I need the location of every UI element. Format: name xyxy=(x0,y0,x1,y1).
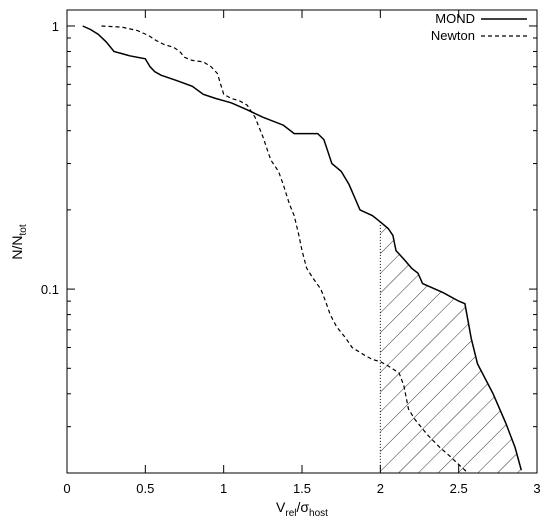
legend-label-mond: MOND xyxy=(435,11,475,26)
y-tick-label: 0.1 xyxy=(41,282,59,297)
legend: MOND Newton xyxy=(431,11,527,43)
series-line-newton xyxy=(101,25,469,473)
y-axis-ticks: 0.11 xyxy=(41,19,537,474)
x-tick-label: 3 xyxy=(533,481,540,496)
x-tick-label: 0.5 xyxy=(136,481,154,496)
y-tick-label: 1 xyxy=(52,19,59,34)
legend-label-newton: Newton xyxy=(431,28,475,43)
x-tick-label: 2.5 xyxy=(450,481,468,496)
hatch-fill xyxy=(380,221,522,473)
x-tick-label: 2 xyxy=(377,481,384,496)
x-axis-ticks: 0 0.5 1 1.5 2 2.5 3 xyxy=(63,10,541,496)
y-axis-title: N/Ntot xyxy=(9,224,29,259)
x-tick-label: 0 xyxy=(63,481,70,496)
x-tick-label: 1 xyxy=(220,481,227,496)
series-group xyxy=(82,25,523,473)
hatched-region xyxy=(380,221,522,473)
x-tick-label: 1.5 xyxy=(293,481,311,496)
series-line-mond xyxy=(82,25,523,471)
x-axis-title: Vrel/σhost xyxy=(276,499,328,519)
